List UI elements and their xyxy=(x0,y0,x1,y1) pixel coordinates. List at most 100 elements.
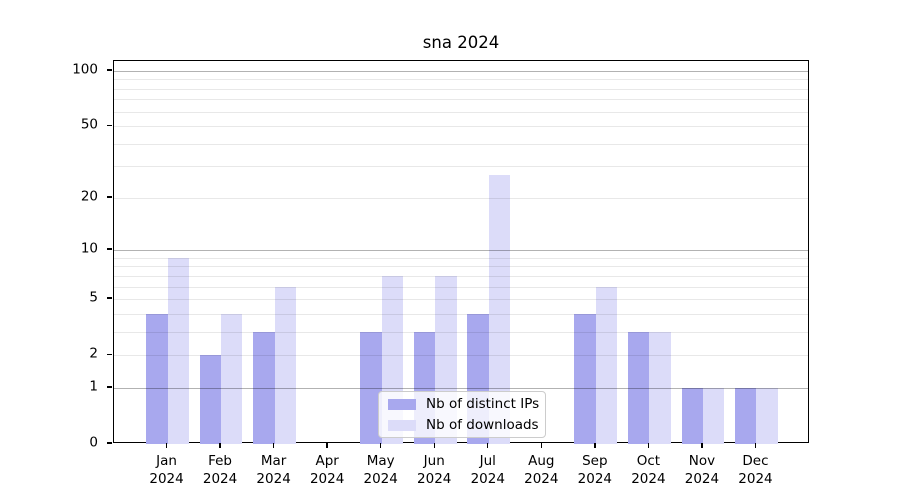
gridline-minor xyxy=(114,286,808,288)
y-tick-mark xyxy=(107,353,112,355)
y-tick-label: 20 xyxy=(80,188,98,205)
x-tick-year: 2024 xyxy=(202,471,238,488)
legend-swatch-distinct-ips-icon xyxy=(388,398,416,410)
x-tick-mark xyxy=(165,443,168,448)
bar-distinct-ips-sep xyxy=(574,313,596,444)
gridline-major xyxy=(114,71,808,72)
bar-downloads-mar xyxy=(274,286,297,444)
x-tick-mark xyxy=(487,443,489,448)
legend: Nb of distinct IPs Nb of downloads xyxy=(378,391,546,438)
bar-distinct-ips-jan xyxy=(146,313,168,444)
bar-downloads-feb xyxy=(221,313,243,444)
x-tick-mark xyxy=(647,443,650,448)
x-tick-year: 2024 xyxy=(524,471,559,488)
gridline-minor xyxy=(114,99,808,101)
x-tick-mark xyxy=(540,443,542,448)
x-tick-month: Aug xyxy=(528,453,555,469)
bar-distinct-ips-nov xyxy=(681,387,703,444)
y-tick-label: 5 xyxy=(89,289,98,306)
gridline-minor xyxy=(114,166,808,168)
x-tick-year: 2024 xyxy=(631,471,666,488)
x-tick-label-oct: Oct 2024 xyxy=(631,452,665,488)
gridline-minor xyxy=(114,143,808,145)
y-tick-label: 50 xyxy=(80,116,98,133)
gridline-minor xyxy=(114,266,808,268)
x-tick-year: 2024 xyxy=(149,471,184,488)
y-tick-label: 100 xyxy=(72,61,98,78)
y-tick-label: 0 xyxy=(89,434,98,451)
x-tick-label-nov: Nov 2024 xyxy=(685,452,719,488)
bar-distinct-ips-may xyxy=(360,331,382,444)
bar-downloads-nov xyxy=(702,387,725,444)
x-tick-mark xyxy=(219,443,221,448)
x-tick-month: Dec xyxy=(742,453,769,469)
x-tick-label-may: May 2024 xyxy=(364,452,398,488)
x-tick-label-feb: Feb 2024 xyxy=(203,452,237,488)
plot-area xyxy=(113,60,809,444)
bar-downloads-oct xyxy=(649,331,671,444)
x-tick-mark xyxy=(272,443,275,448)
gridline-minor xyxy=(114,257,808,259)
x-tick-label-apr: Apr 2024 xyxy=(310,452,344,488)
x-tick-mark xyxy=(594,443,596,448)
y-tick-label: 10 xyxy=(80,240,98,257)
y-tick-mark xyxy=(107,69,112,71)
bar-distinct-ips-mar xyxy=(253,331,275,444)
y-tick-mark xyxy=(107,297,112,299)
x-tick-month: Apr xyxy=(315,453,339,469)
gridline-minor xyxy=(114,111,808,113)
x-tick-year: 2024 xyxy=(577,471,613,488)
x-tick-month: Sep xyxy=(582,453,608,469)
x-tick-year: 2024 xyxy=(738,471,773,488)
y-tick-mark xyxy=(107,248,112,250)
legend-label-distinct-ips: Nb of distinct IPs xyxy=(426,396,540,412)
x-tick-year: 2024 xyxy=(684,471,720,488)
bar-distinct-ips-oct xyxy=(627,331,650,444)
bar-downloads-sep xyxy=(595,286,618,444)
gridline-minor xyxy=(114,79,808,81)
x-tick-month: Jun xyxy=(423,453,445,469)
y-tick-label: 1 xyxy=(89,378,98,395)
x-tick-month: Jul xyxy=(479,453,496,469)
gridline-minor xyxy=(114,355,808,357)
x-tick-mark xyxy=(754,443,757,448)
x-tick-year: 2024 xyxy=(470,471,505,488)
bar-distinct-ips-dec xyxy=(735,387,757,444)
gridline-minor xyxy=(114,275,808,277)
x-tick-label-aug: Aug 2024 xyxy=(524,452,558,488)
x-tick-label-jan: Jan 2024 xyxy=(149,452,183,488)
bar-downloads-jan xyxy=(167,257,189,444)
x-tick-mark xyxy=(379,443,382,448)
legend-item-downloads: Nb of downloads xyxy=(388,417,539,433)
chart-title: sna 2024 xyxy=(422,33,500,52)
y-tick-label: 2 xyxy=(89,345,98,362)
legend-swatch-downloads-icon xyxy=(388,419,416,431)
x-tick-year: 2024 xyxy=(309,471,345,488)
gridline-minor xyxy=(114,331,808,333)
x-tick-month: May xyxy=(366,453,395,469)
x-tick-label-dec: Dec 2024 xyxy=(738,452,772,488)
x-tick-year: 2024 xyxy=(417,471,452,488)
x-tick-month: Feb xyxy=(208,453,233,469)
legend-label-downloads: Nb of downloads xyxy=(426,417,539,433)
x-tick-label-jul: Jul 2024 xyxy=(471,452,505,488)
gridline-minor xyxy=(114,88,808,90)
x-tick-label-jun: Jun 2024 xyxy=(417,452,451,488)
x-tick-label-sep: Sep 2024 xyxy=(578,452,612,488)
gridline-minor xyxy=(114,313,808,315)
x-tick-month: Oct xyxy=(636,453,661,469)
x-tick-mark xyxy=(433,443,435,448)
x-tick-mark xyxy=(326,443,328,448)
y-tick-mark xyxy=(107,196,112,198)
bar-downloads-jul xyxy=(488,174,511,444)
x-tick-year: 2024 xyxy=(363,471,398,488)
y-tick-mark xyxy=(107,124,112,126)
legend-item-distinct-ips: Nb of distinct IPs xyxy=(388,396,540,412)
x-tick-month: Mar xyxy=(260,453,287,469)
x-tick-label-mar: Mar 2024 xyxy=(256,452,290,488)
gridline-minor xyxy=(114,299,808,301)
gridline-minor xyxy=(114,126,808,128)
x-tick-month: Nov xyxy=(688,453,716,469)
gridline-minor xyxy=(114,197,808,199)
